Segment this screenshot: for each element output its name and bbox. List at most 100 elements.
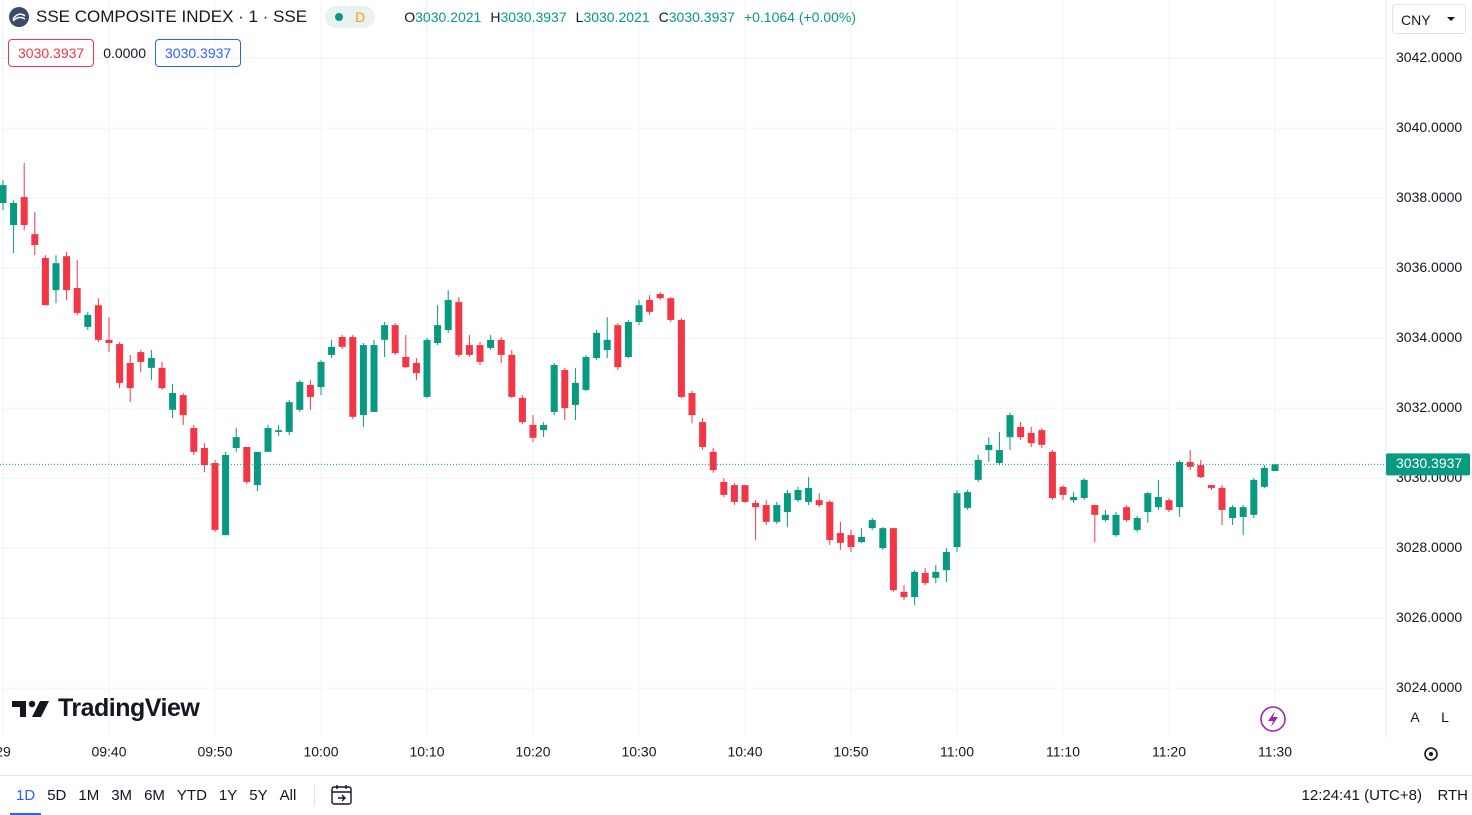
watermark: TradingView <box>12 694 200 723</box>
candle-body <box>1239 507 1247 517</box>
candle-body <box>455 302 463 355</box>
candle-body <box>942 551 950 571</box>
ohlc-value: 3030.2021 <box>415 9 482 25</box>
range-buttons: 1D 5D 1M 3M 6M YTD 1Y 5Y All <box>0 776 302 815</box>
candle-body <box>275 430 283 432</box>
candle-body <box>582 357 590 390</box>
x-tick-label: 11:30 <box>1258 744 1292 760</box>
candle-body <box>540 424 548 431</box>
auto-scale-button[interactable]: A <box>1410 709 1420 725</box>
candle-body <box>656 294 664 299</box>
status-badge[interactable]: D <box>325 6 376 28</box>
alert-bolt <box>1268 711 1278 727</box>
range-button[interactable]: 1Y <box>218 786 238 804</box>
y-tick-label: 3042.0000 <box>1396 49 1462 65</box>
candle-body <box>232 437 240 448</box>
ohlc-key: O <box>404 9 416 25</box>
candle-body <box>1229 507 1237 518</box>
candle-body <box>338 337 346 347</box>
buy-button[interactable]: 3030.3937 <box>155 39 242 67</box>
ohlc-key: L <box>575 9 584 25</box>
range-button[interactable]: All <box>279 786 297 804</box>
candle-body <box>1186 462 1194 467</box>
candle-body <box>561 369 569 409</box>
candle-body <box>667 298 675 320</box>
legend-header: SSE COMPOSITE INDEX · 1 · SSE D O3030.20… <box>8 6 856 28</box>
sell-button[interactable]: 3030.3937 <box>8 39 95 67</box>
candle-body <box>169 393 177 410</box>
trade-buttons: 3030.3937 0.0000 3030.3937 <box>8 39 242 67</box>
settings-dot <box>1429 752 1433 756</box>
candle-body <box>412 362 420 374</box>
x-tick-label: 10:50 <box>833 744 868 760</box>
y-tick-label: 3036.0000 <box>1396 259 1462 275</box>
x-tick-label: 11:10 <box>1046 744 1080 760</box>
candle-body <box>571 382 579 405</box>
candle-body <box>995 450 1003 464</box>
y-tick-label: 3028.0000 <box>1396 539 1462 555</box>
candle-body <box>699 422 707 447</box>
candle-body <box>1123 507 1131 521</box>
range-button[interactable]: YTD <box>176 786 207 804</box>
currency-select[interactable]: CNY <box>1392 4 1466 34</box>
candle-body <box>858 536 866 543</box>
candle-body <box>158 367 166 389</box>
candle-body <box>550 365 558 412</box>
candle-body <box>836 533 844 543</box>
log-scale-button[interactable]: L <box>1441 709 1449 725</box>
clock[interactable]: 12:24:41 (UTC+8) <box>1301 786 1422 804</box>
candle-body <box>1176 462 1184 508</box>
candle-body <box>190 428 198 452</box>
ohlc-values: O3030.2021 H3030.3937 L3030.2021 C3030.3937 <box>395 9 735 25</box>
range-button[interactable]: 6M <box>144 786 165 804</box>
symbol-title[interactable]: SSE COMPOSITE INDEX · 1 · SSE <box>36 7 308 26</box>
candle-body <box>1112 514 1120 536</box>
candle-body <box>518 397 526 423</box>
candle-body <box>1027 432 1035 444</box>
candle-body <box>465 345 473 355</box>
x-tick-label: 11:00 <box>940 744 974 760</box>
candle-body <box>1048 451 1056 499</box>
candle-body <box>476 345 484 362</box>
candle-body <box>497 339 505 355</box>
badge-text: D <box>355 9 366 25</box>
symbol-logo <box>9 7 29 27</box>
y-tick-label: 3038.0000 <box>1396 189 1462 205</box>
candle-body <box>84 315 92 327</box>
goto-date-icon[interactable] <box>329 782 355 808</box>
candle-body <box>137 352 145 362</box>
range-button[interactable]: 1D <box>10 776 42 815</box>
ohlc-value: 3030.3937 <box>668 9 735 25</box>
candle-body <box>317 361 325 388</box>
candle-body <box>773 505 781 522</box>
candle-body <box>105 339 113 343</box>
spread: 0.0000 <box>103 45 147 61</box>
range-button[interactable]: 5D <box>47 786 67 804</box>
x-tick-label: 10:10 <box>409 744 444 760</box>
candle-body <box>646 299 654 312</box>
x-tick-label: 29 <box>0 744 11 760</box>
candle-body <box>147 358 155 368</box>
ohlc-value: 3030.2021 <box>583 9 650 25</box>
candle-body <box>52 263 60 291</box>
candle-body <box>10 203 18 226</box>
candle-body <box>94 305 102 340</box>
x-tick-label: 09:40 <box>91 744 126 760</box>
range-button[interactable]: 1M <box>78 786 100 804</box>
candle-body <box>1165 500 1173 510</box>
session[interactable]: RTH <box>1437 786 1468 804</box>
candle-body <box>1154 497 1162 508</box>
range-button[interactable]: 5Y <box>249 786 268 804</box>
candle-body <box>434 325 442 343</box>
candle-body <box>41 257 49 306</box>
candle-body <box>1101 514 1109 521</box>
range-button[interactable]: 3M <box>111 786 133 804</box>
candle-body <box>921 572 929 584</box>
settings-icon[interactable] <box>1424 747 1438 761</box>
alert-icon[interactable] <box>1260 706 1286 732</box>
candle-body <box>794 490 802 501</box>
footer: 1D 5D 1M 3M 6M YTD 1Y 5Y All 12:24:41 (UTC+8) RT… <box>0 775 1472 815</box>
candle-body <box>359 345 367 416</box>
candle-body <box>985 444 993 451</box>
